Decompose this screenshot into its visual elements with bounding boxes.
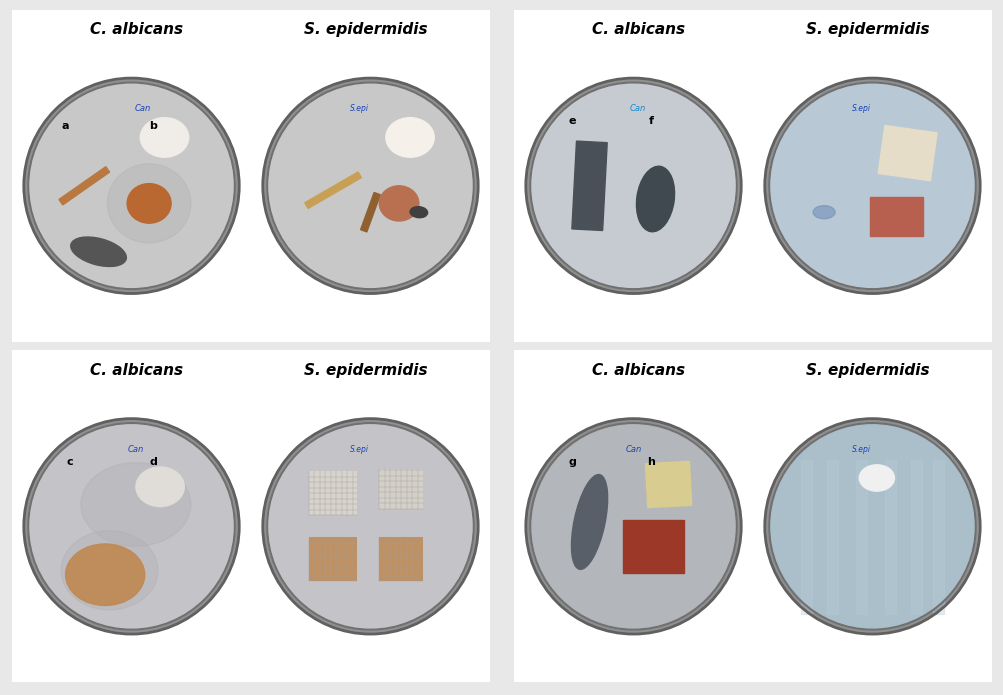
Bar [309, 471, 357, 516]
FancyBboxPatch shape [506, 4, 999, 348]
Ellipse shape [530, 423, 736, 630]
Ellipse shape [267, 423, 473, 630]
FancyBboxPatch shape [506, 345, 999, 688]
Ellipse shape [764, 78, 979, 293]
Text: h: h [647, 457, 654, 467]
Text: S.epi: S.epi [852, 104, 871, 113]
Text: Can: Can [127, 445, 143, 454]
Ellipse shape [409, 206, 427, 218]
Ellipse shape [526, 418, 740, 634]
Text: d: d [149, 457, 157, 467]
Text: S. epidermidis: S. epidermidis [304, 363, 427, 377]
Text: C. albicans: C. albicans [591, 22, 684, 37]
Bar [826, 460, 838, 614]
Ellipse shape [812, 206, 834, 219]
Bar [856, 460, 867, 614]
Text: b: b [149, 121, 157, 131]
Bar [884, 460, 895, 614]
Ellipse shape [28, 423, 235, 630]
Text: e: e [568, 116, 575, 126]
Ellipse shape [24, 418, 239, 634]
Text: C. albicans: C. albicans [89, 22, 183, 37]
Bar [932, 460, 943, 614]
Text: Can: Can [134, 104, 150, 113]
Ellipse shape [531, 83, 735, 288]
FancyBboxPatch shape [4, 345, 497, 688]
Ellipse shape [379, 186, 418, 221]
Bar [910, 460, 921, 614]
Text: S.epi: S.epi [350, 104, 369, 113]
Ellipse shape [526, 78, 740, 293]
Text: C. albicans: C. albicans [89, 363, 183, 377]
Ellipse shape [267, 83, 473, 289]
Text: g: g [568, 457, 576, 467]
Text: Can: Can [625, 445, 641, 454]
Ellipse shape [859, 465, 894, 491]
Bar [622, 520, 683, 573]
Ellipse shape [385, 117, 433, 157]
Ellipse shape [127, 183, 171, 223]
Ellipse shape [769, 424, 974, 628]
Text: a: a [62, 121, 69, 131]
Bar [878, 126, 936, 181]
Text: S. epidermidis: S. epidermidis [805, 22, 929, 37]
Ellipse shape [636, 166, 674, 231]
Bar [645, 461, 691, 507]
Bar [379, 537, 423, 581]
Ellipse shape [28, 83, 235, 289]
Ellipse shape [70, 237, 126, 266]
Bar [309, 537, 357, 581]
Ellipse shape [768, 83, 975, 289]
Text: Can: Can [629, 104, 645, 113]
Text: C. albicans: C. albicans [591, 363, 684, 377]
Text: S.epi: S.epi [852, 445, 871, 454]
Ellipse shape [81, 463, 191, 546]
Bar [379, 469, 423, 509]
Ellipse shape [140, 117, 189, 157]
Ellipse shape [530, 83, 736, 289]
Ellipse shape [107, 164, 191, 243]
Ellipse shape [571, 475, 607, 569]
Text: S.epi: S.epi [350, 445, 369, 454]
Ellipse shape [61, 531, 157, 610]
Bar [59, 167, 109, 205]
Bar [360, 193, 380, 232]
Ellipse shape [263, 78, 477, 293]
Ellipse shape [24, 78, 239, 293]
Ellipse shape [768, 423, 975, 630]
Bar [572, 141, 607, 231]
FancyBboxPatch shape [4, 4, 497, 348]
Text: c: c [66, 457, 73, 467]
Text: S. epidermidis: S. epidermidis [304, 22, 427, 37]
Text: S. epidermidis: S. epidermidis [805, 363, 929, 377]
Text: f: f [648, 116, 653, 126]
Ellipse shape [263, 418, 477, 634]
Ellipse shape [135, 467, 185, 507]
Bar [800, 460, 811, 614]
Ellipse shape [531, 424, 735, 628]
Ellipse shape [65, 544, 144, 605]
Bar [305, 172, 361, 208]
Bar [870, 197, 922, 236]
Ellipse shape [764, 418, 979, 634]
